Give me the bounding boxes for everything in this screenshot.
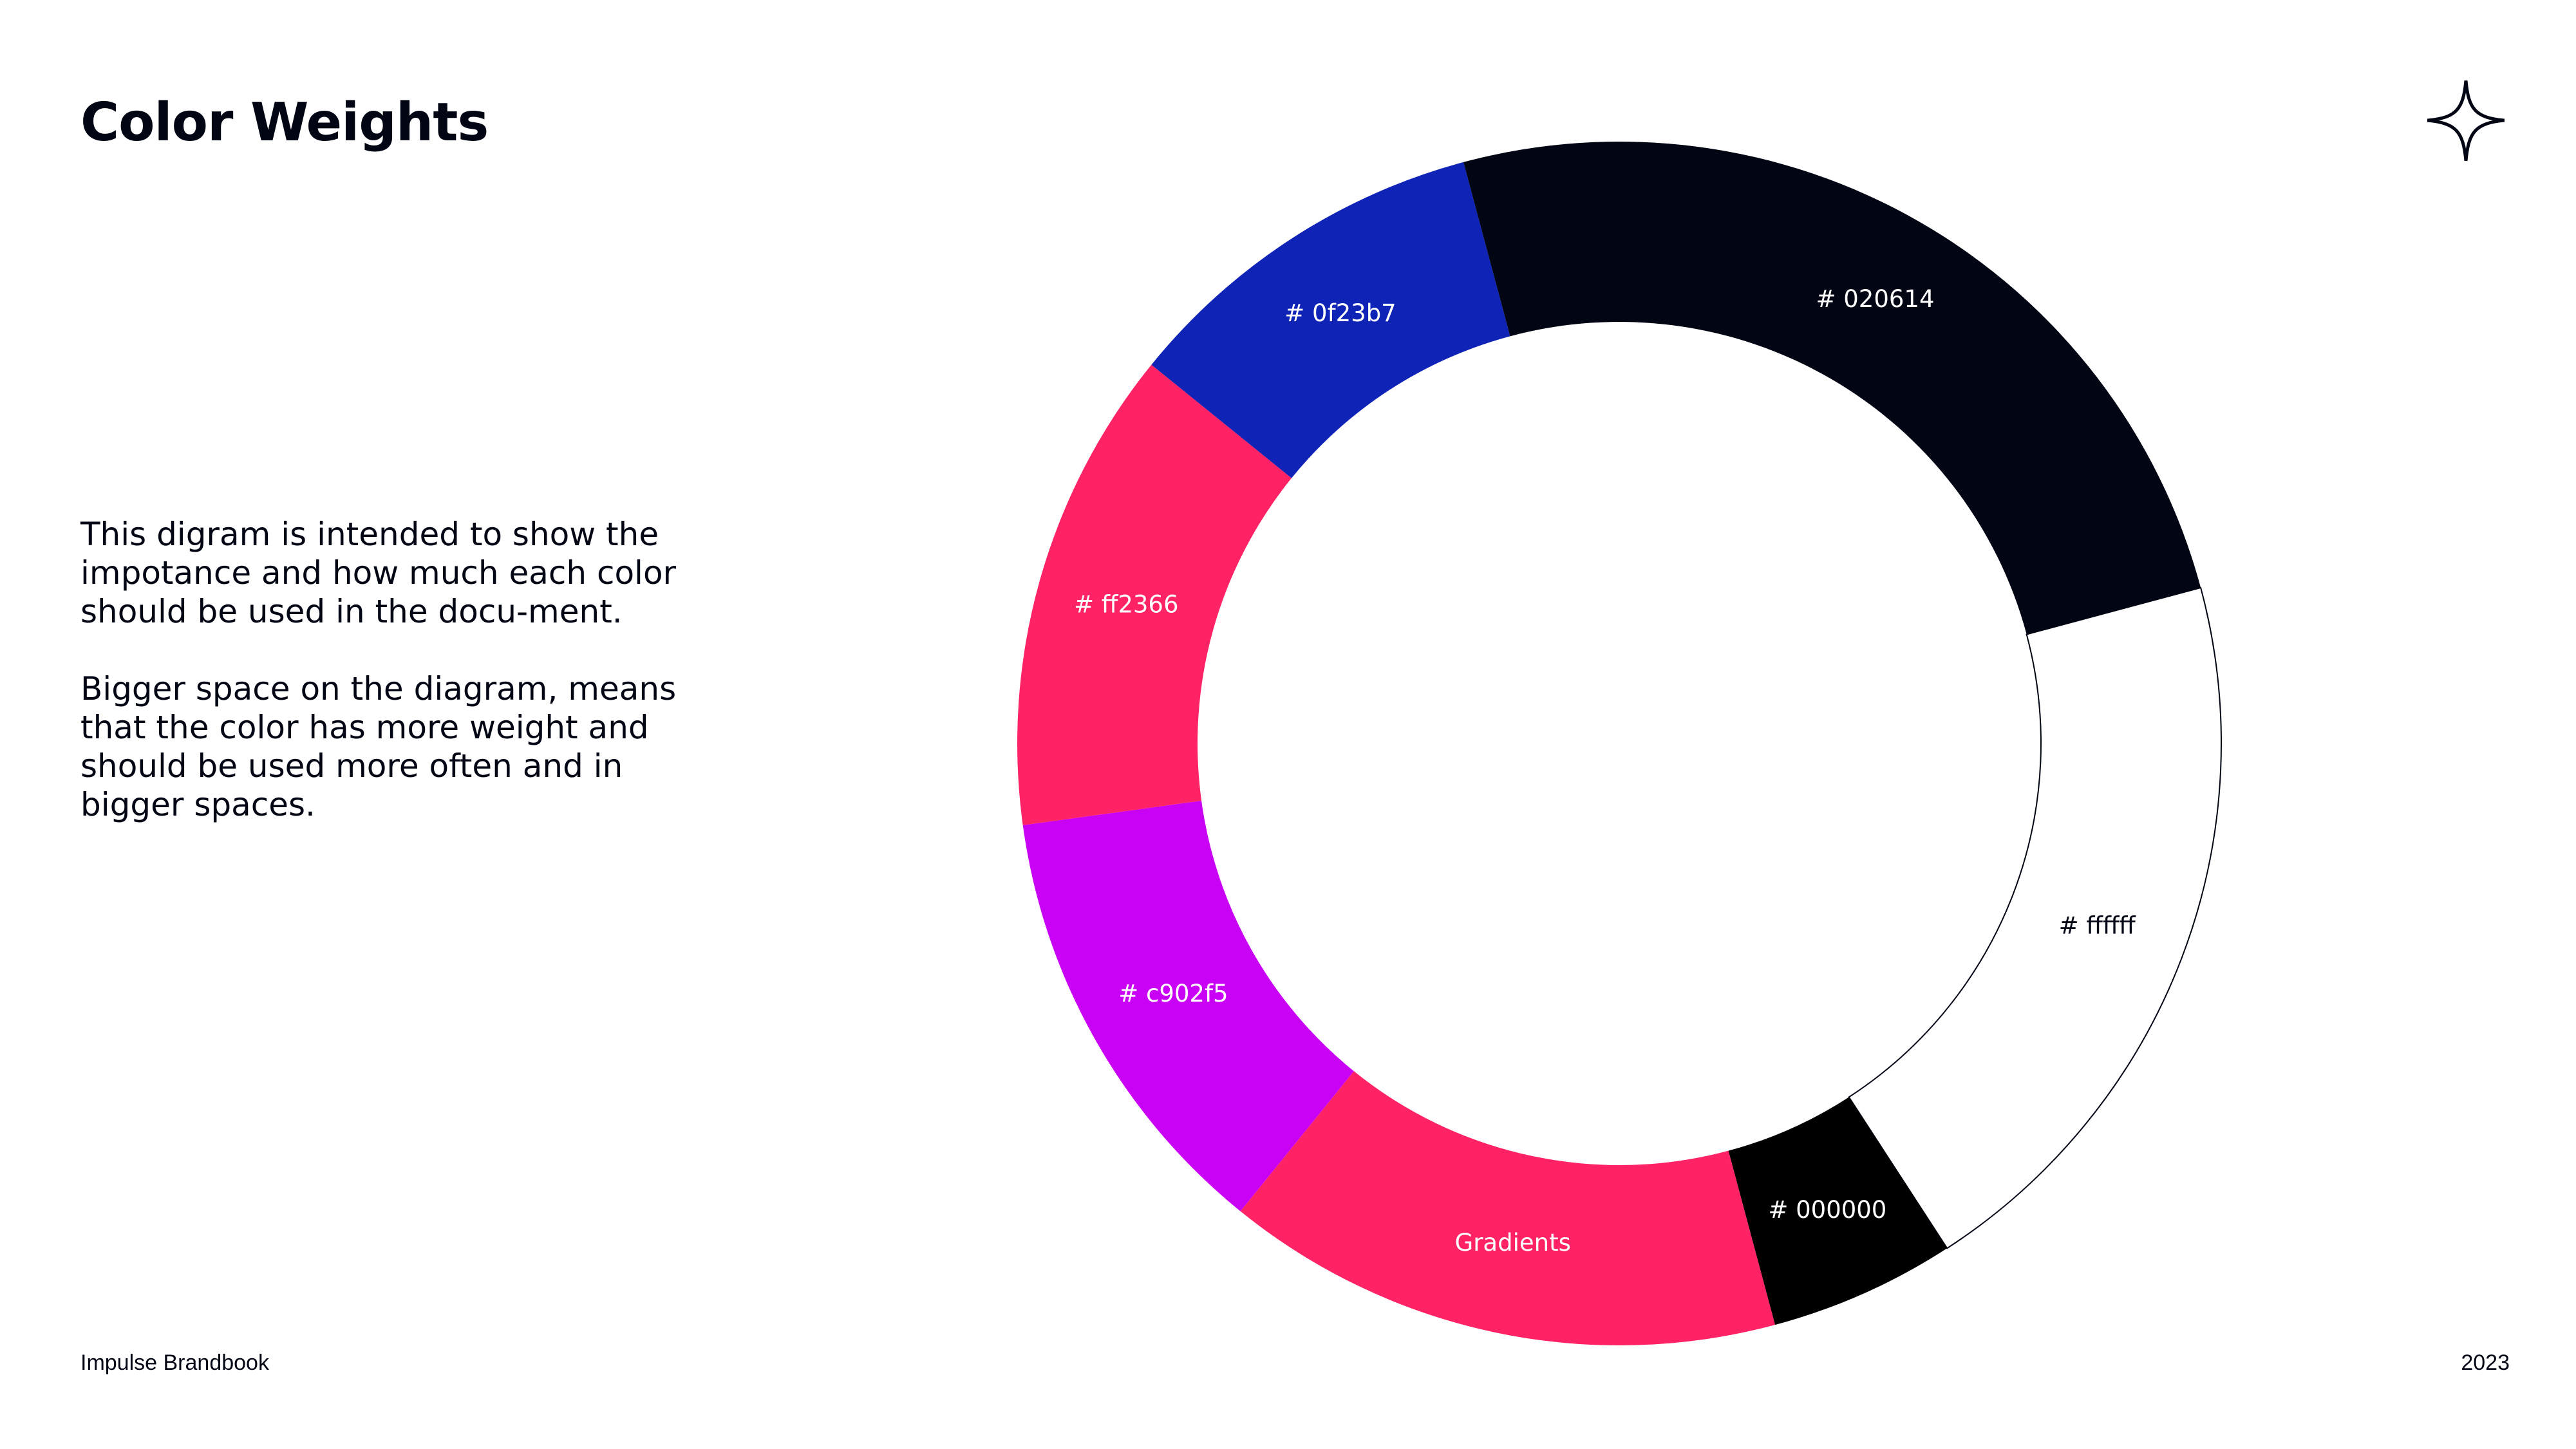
donut-slice-c902f5: [1022, 800, 1354, 1211]
four-point-star-icon: [2427, 80, 2505, 161]
page-title: Color Weights: [80, 92, 489, 153]
donut-slice-ffffff: [1848, 586, 2222, 1249]
slice-label-ff2366: # ff2366: [1074, 591, 1178, 619]
slice-label-0f23b7: # 0f23b7: [1284, 299, 1396, 327]
donut-slice-0f23b7: [1151, 162, 1510, 478]
slice-label-c902f5: # c902f5: [1118, 980, 1228, 1007]
donut-slice-gradients: [1240, 1071, 1775, 1345]
description: This digram is intended to show the impo…: [80, 515, 699, 863]
slice-label-020614: # 020614: [1816, 285, 1934, 313]
slice-label-gradients: Gradients: [1455, 1229, 1571, 1257]
donut-slice-ff2366: [1017, 364, 1292, 825]
slice-label-ffffff: # ffffff: [2059, 911, 2137, 939]
footer-brand: Impulse Brandbook: [80, 1351, 269, 1375]
donut-slice-000000: [1728, 1097, 1948, 1325]
donut-slice-020614: [1463, 141, 2201, 635]
description-paragraph-2: Bigger space on the diagram, means that …: [80, 670, 677, 823]
description-paragraph-1: This digram is intended to show the impo…: [80, 516, 677, 630]
slice-label-000000: # 000000: [1768, 1196, 1886, 1224]
footer-year: 2023: [2461, 1351, 2510, 1375]
